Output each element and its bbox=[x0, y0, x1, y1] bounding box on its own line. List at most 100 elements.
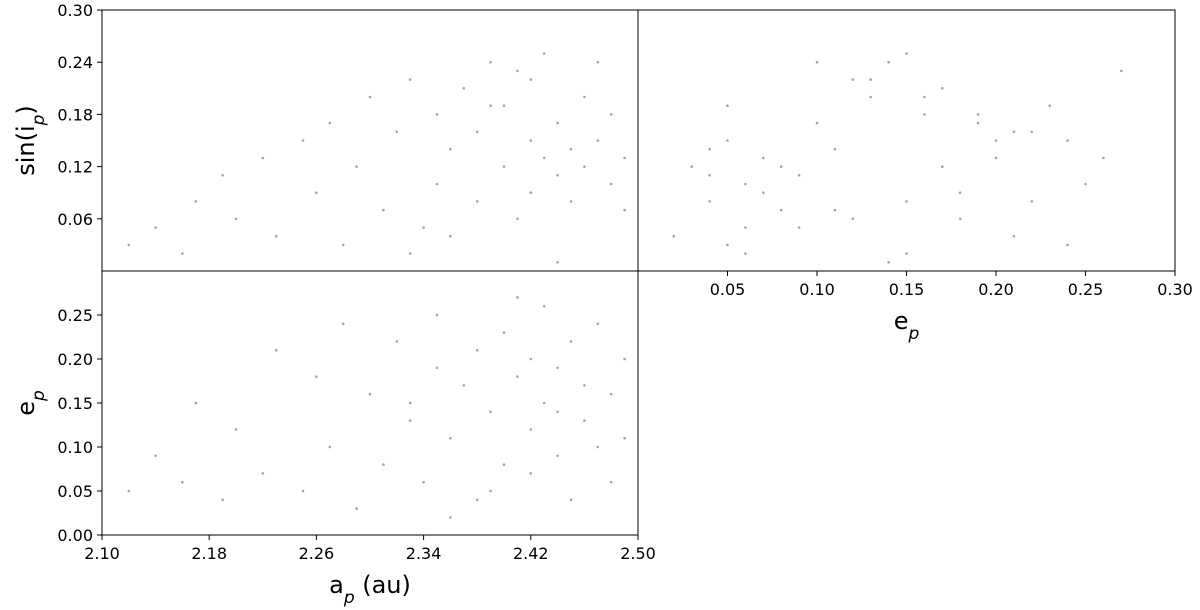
y-axis-label-part: e bbox=[12, 401, 40, 416]
point bbox=[301, 139, 305, 142]
point bbox=[833, 147, 837, 151]
point bbox=[154, 454, 157, 458]
point bbox=[181, 252, 184, 255]
x-tick-label: 0.20 bbox=[978, 280, 1014, 299]
y-tick-label: 0.15 bbox=[57, 394, 93, 413]
x-tick-label: 0.15 bbox=[889, 280, 925, 299]
point bbox=[905, 200, 908, 203]
point bbox=[355, 165, 358, 168]
point bbox=[489, 410, 492, 414]
point bbox=[529, 357, 533, 361]
point bbox=[194, 401, 198, 405]
point bbox=[435, 182, 439, 186]
point bbox=[1030, 130, 1034, 134]
point bbox=[234, 428, 238, 431]
point bbox=[516, 217, 519, 221]
point bbox=[502, 104, 506, 107]
panel-frame bbox=[637, 9, 1176, 272]
point bbox=[341, 322, 345, 326]
y-tick-label: 0.10 bbox=[57, 438, 93, 457]
point bbox=[355, 507, 358, 510]
point bbox=[181, 480, 184, 484]
point bbox=[815, 121, 819, 125]
point bbox=[672, 234, 676, 238]
point bbox=[744, 226, 747, 229]
point bbox=[435, 366, 439, 370]
point bbox=[726, 104, 729, 107]
point bbox=[851, 217, 855, 221]
point bbox=[609, 480, 613, 484]
point bbox=[542, 156, 546, 160]
x-tick-label: 2.26 bbox=[299, 544, 335, 563]
point bbox=[475, 130, 479, 134]
point bbox=[408, 419, 412, 422]
point bbox=[1012, 234, 1016, 238]
point bbox=[726, 139, 729, 142]
point bbox=[154, 226, 157, 229]
point bbox=[905, 252, 908, 255]
point bbox=[976, 113, 980, 116]
point bbox=[596, 139, 600, 142]
point bbox=[958, 217, 962, 221]
point bbox=[529, 78, 533, 81]
y-axis-label-part: sin(i bbox=[12, 125, 40, 175]
y-axis-label: sin(ip) bbox=[12, 105, 49, 176]
y-tick-label: 0.25 bbox=[57, 306, 93, 325]
y-tick-label: 0.20 bbox=[57, 350, 93, 369]
point bbox=[502, 463, 506, 466]
point bbox=[1120, 69, 1123, 73]
point bbox=[609, 182, 613, 186]
point bbox=[542, 304, 546, 308]
point bbox=[221, 498, 224, 502]
point bbox=[422, 226, 425, 229]
x-axis-label-part: p bbox=[343, 588, 355, 608]
point bbox=[1048, 104, 1051, 107]
point bbox=[941, 87, 944, 90]
point bbox=[529, 139, 533, 142]
point bbox=[341, 243, 345, 247]
point bbox=[623, 357, 626, 361]
point bbox=[408, 401, 412, 405]
point bbox=[690, 165, 693, 168]
point bbox=[408, 78, 412, 81]
x-tick-label: 2.34 bbox=[406, 544, 442, 563]
x-tick-label: 2.42 bbox=[513, 544, 549, 563]
x-tick-label: 2.18 bbox=[191, 544, 227, 563]
y-tick-label: 0.30 bbox=[57, 1, 93, 20]
point bbox=[556, 261, 559, 264]
x-tick-label: 0.30 bbox=[1157, 280, 1193, 299]
y-tick-label: 0.00 bbox=[57, 526, 93, 545]
point bbox=[609, 392, 613, 396]
point bbox=[449, 147, 452, 151]
point bbox=[596, 322, 600, 326]
point bbox=[422, 480, 425, 484]
point bbox=[762, 156, 765, 160]
point bbox=[529, 472, 533, 475]
point bbox=[382, 463, 385, 466]
point bbox=[609, 113, 613, 116]
point bbox=[887, 261, 890, 264]
point bbox=[127, 243, 131, 247]
point bbox=[556, 454, 559, 458]
y-axis-label: ep bbox=[12, 390, 49, 416]
point bbox=[556, 121, 559, 125]
point bbox=[368, 95, 372, 99]
point bbox=[887, 60, 890, 64]
point bbox=[315, 191, 318, 194]
point bbox=[762, 191, 765, 194]
x-tick-label: 2.10 bbox=[84, 544, 120, 563]
point bbox=[779, 208, 783, 212]
y-tick-label: 0.24 bbox=[57, 53, 93, 72]
point bbox=[529, 191, 533, 194]
point bbox=[274, 234, 278, 238]
y-tick-label: 0.18 bbox=[57, 105, 93, 124]
point bbox=[569, 340, 573, 343]
y-axis-label-part: ) bbox=[12, 105, 40, 114]
point bbox=[462, 87, 466, 90]
x-axis-label-part: (au) bbox=[355, 571, 411, 599]
point bbox=[596, 445, 600, 449]
point bbox=[516, 296, 519, 299]
x-tick-label: 0.10 bbox=[799, 280, 835, 299]
point bbox=[1102, 156, 1105, 160]
